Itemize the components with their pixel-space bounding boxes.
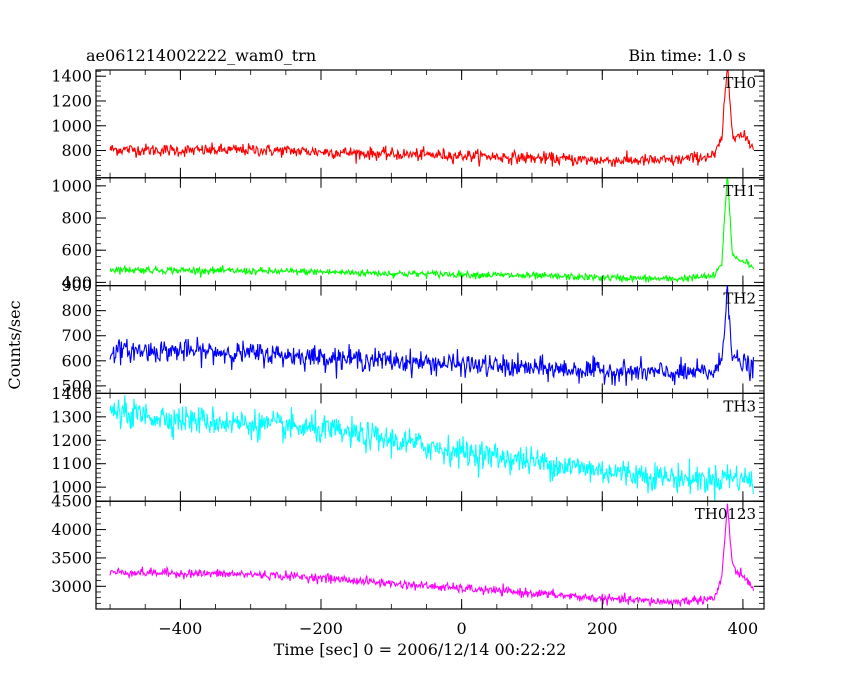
y-tick-label: 1000 — [51, 116, 92, 135]
panel-frame — [95, 500, 765, 610]
y-tick-label: 800 — [61, 301, 92, 320]
panel-label-th3: TH3 — [723, 397, 756, 415]
x-tick-labels: −400 −200 0 200 400 — [158, 619, 758, 638]
panel-label-th1: TH1 — [723, 182, 756, 200]
panel-label-th0123: TH0123 — [695, 505, 756, 523]
panels-group: 800 1000 1200 1400 TH0 400 600 800 1000 TH1 500 600… — [51, 67, 765, 610]
panel-th0123: 3000 3500 4000 4500 TH0123 — [51, 492, 765, 610]
panel-label-th0: TH0 — [723, 74, 756, 92]
y-tick-label: 1000 — [51, 176, 92, 195]
panel-th1: 400 600 800 1000 TH1 — [51, 176, 765, 292]
series-line-th2 — [109, 285, 754, 386]
x-tick-label: −200 — [299, 619, 343, 638]
series-line-th0123 — [109, 503, 754, 608]
x-tick-label: −400 — [158, 619, 202, 638]
y-tick-label: 3500 — [51, 548, 92, 567]
series-line-th3 — [109, 395, 754, 502]
y-tick-label: 3000 — [51, 577, 92, 596]
panel-th3: 1000 1100 1200 1300 1400 TH3 — [51, 384, 765, 502]
y-tick-label: 600 — [61, 351, 92, 370]
x-axis-title: Time [sec] 0 = 2006/12/14 00:22:22 — [274, 640, 567, 659]
series-line-th0 — [109, 70, 754, 167]
series-line-th1 — [109, 177, 754, 284]
y-tick-label: 1200 — [51, 431, 92, 450]
x-tick-label: 400 — [728, 619, 759, 638]
y-tick-label: 900 — [61, 276, 92, 295]
x-tick-label: 0 — [457, 619, 467, 638]
y-tick-label: 1000 — [51, 478, 92, 497]
x-tick-label: 200 — [587, 619, 618, 638]
y-tick-label: 1400 — [51, 67, 92, 86]
y-tick-label: 1300 — [51, 407, 92, 426]
y-tick-label: 400 — [61, 273, 92, 292]
y-tick-label: 1400 — [51, 384, 92, 403]
y-tick-label: 700 — [61, 326, 92, 345]
y-tick-label: 500 — [61, 376, 92, 395]
panel-label-th2: TH2 — [723, 290, 756, 308]
y-tick-label: 1100 — [51, 454, 92, 473]
y-tick-label: 4500 — [51, 492, 92, 511]
panel-th2: 500 600 700 800 900 TH2 — [61, 276, 765, 395]
y-tick-label: 800 — [61, 209, 92, 228]
plot-title: ae061214002222_wam0_trn — [86, 46, 316, 65]
y-tick-label: 600 — [61, 241, 92, 260]
bin-time-label: Bin time: 1.0 s — [628, 46, 746, 65]
y-tick-label: 4000 — [51, 520, 92, 539]
y-tick-label: 1200 — [51, 91, 92, 110]
y-axis-title: Counts/sec — [5, 300, 24, 389]
y-tick-label: 800 — [61, 141, 92, 160]
